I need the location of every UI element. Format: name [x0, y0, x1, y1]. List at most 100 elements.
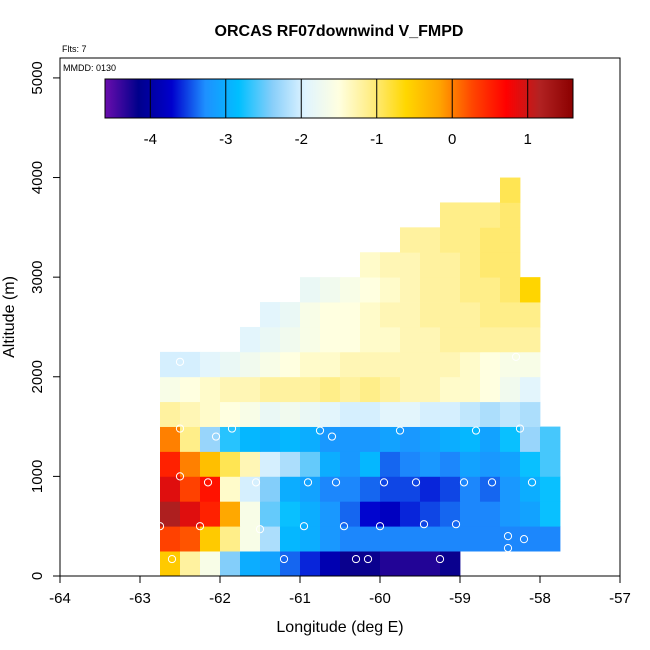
- heatmap-cell: [160, 401, 181, 427]
- heatmap-cell: [340, 476, 361, 502]
- heatmap-cell: [420, 277, 441, 303]
- heatmap-cell: [480, 501, 501, 527]
- heatmap-cell: [180, 351, 201, 378]
- heatmap-cell: [440, 252, 461, 278]
- heatmap-cell: [540, 426, 561, 452]
- plot-frame: [59, 57, 621, 577]
- heatmap-cell: [340, 551, 361, 577]
- heatmap-cell: [240, 376, 261, 403]
- heatmap-cell: [300, 351, 321, 378]
- x-tick-label: -58: [529, 590, 551, 607]
- track-marker: [363, 554, 373, 564]
- heatmap-cell: [520, 526, 541, 552]
- heatmap-cell: [360, 277, 381, 303]
- heatmap-cell: [280, 501, 301, 527]
- heatmap-cell: [360, 351, 381, 378]
- heatmap-cell: [460, 501, 481, 527]
- heatmap-cell: [500, 302, 521, 328]
- heatmap-cell: [300, 501, 321, 527]
- heatmap-cell: [400, 451, 421, 477]
- heatmap-cell: [400, 426, 421, 452]
- heatmap-cell: [200, 426, 221, 452]
- heatmap-cell: [440, 501, 461, 527]
- heatmap-cell: [360, 426, 381, 452]
- heatmap-cell: [280, 326, 301, 353]
- heatmap-cell: [360, 401, 381, 427]
- heatmap-cell: [220, 401, 241, 427]
- heatmap-cell: [440, 426, 461, 452]
- track-marker: [451, 520, 461, 529]
- heatmap-cell: [220, 351, 241, 378]
- heatmap-cells: [160, 177, 561, 577]
- x-tick-label: -64: [49, 590, 71, 607]
- heatmap-cell: [400, 252, 421, 278]
- heatmap-cell: [340, 376, 361, 403]
- heatmap-cell: [500, 401, 521, 427]
- heatmap-cell: [220, 476, 241, 502]
- heatmap-cell: [500, 451, 521, 477]
- heatmap-cell: [440, 401, 461, 427]
- track-marker: [175, 357, 185, 366]
- heatmap-cell: [380, 277, 401, 303]
- colorbar-tick-label: -1: [370, 131, 383, 148]
- heatmap-cell: [400, 302, 421, 328]
- heatmap-cell: [300, 526, 321, 552]
- heatmap-cell: [400, 526, 421, 552]
- heatmap-cell: [440, 551, 461, 577]
- track-marker: [227, 424, 237, 433]
- x-tick-label: -60: [369, 590, 391, 607]
- date-annotation: MMDD: 0130: [63, 63, 116, 73]
- track-marker: [503, 544, 513, 553]
- track-marker: [315, 426, 325, 435]
- heatmap-cell: [340, 277, 361, 303]
- heatmap-cell: [520, 326, 541, 353]
- heatmap-cell: [380, 252, 401, 278]
- heatmap-cell: [280, 451, 301, 477]
- track-marker: [379, 478, 389, 487]
- heatmap-cell: [180, 401, 201, 427]
- track-marker: [331, 478, 341, 487]
- heatmap-cell: [280, 376, 301, 403]
- track-marker: [155, 522, 165, 531]
- heatmap-cell: [460, 202, 481, 228]
- track-marker: [175, 472, 185, 481]
- heatmap-cell: [520, 277, 541, 303]
- heatmap-cell: [200, 451, 221, 477]
- heatmap-cell: [360, 376, 381, 403]
- colorbar-tick-label: -3: [219, 131, 232, 148]
- heatmap-cell: [300, 302, 321, 328]
- track-marker: [487, 478, 497, 487]
- track-marker: [411, 478, 421, 487]
- heatmap-cell: [480, 252, 501, 278]
- x-tick-label: -62: [209, 590, 231, 607]
- heatmap-cell: [340, 451, 361, 477]
- heatmap-cell: [380, 401, 401, 427]
- heatmap-cell: [460, 302, 481, 328]
- heatmap-cell: [420, 426, 441, 452]
- heatmap-cell: [200, 476, 221, 502]
- heatmap-cell: [160, 451, 181, 477]
- colorbar-tick-label: 1: [524, 131, 532, 148]
- y-axis-label: Altitude (m): [1, 276, 18, 358]
- colorbar-tick-label: -2: [295, 131, 308, 148]
- y-tick-label: 5000: [29, 61, 46, 94]
- heatmap-cell: [420, 476, 441, 502]
- heatmap-cell: [320, 376, 341, 403]
- heatmap-cell: [160, 476, 181, 502]
- heatmap-cell: [500, 476, 521, 502]
- heatmap-cell: [180, 376, 201, 403]
- heatmap-cell: [220, 376, 241, 403]
- heatmap-cell: [260, 351, 281, 378]
- heatmap-cell: [420, 451, 441, 477]
- heatmap-cell: [320, 451, 341, 477]
- heatmap-cell: [540, 476, 561, 502]
- heatmap-cell: [200, 501, 221, 527]
- heatmap-cell: [380, 326, 401, 353]
- heatmap-cell: [520, 451, 541, 477]
- heatmap-cell: [440, 277, 461, 303]
- heatmap-cell: [280, 551, 301, 577]
- heatmap-cell: [160, 551, 181, 577]
- track-marker: [339, 522, 349, 531]
- track-marker: [519, 535, 529, 544]
- heatmap-cell: [320, 551, 341, 577]
